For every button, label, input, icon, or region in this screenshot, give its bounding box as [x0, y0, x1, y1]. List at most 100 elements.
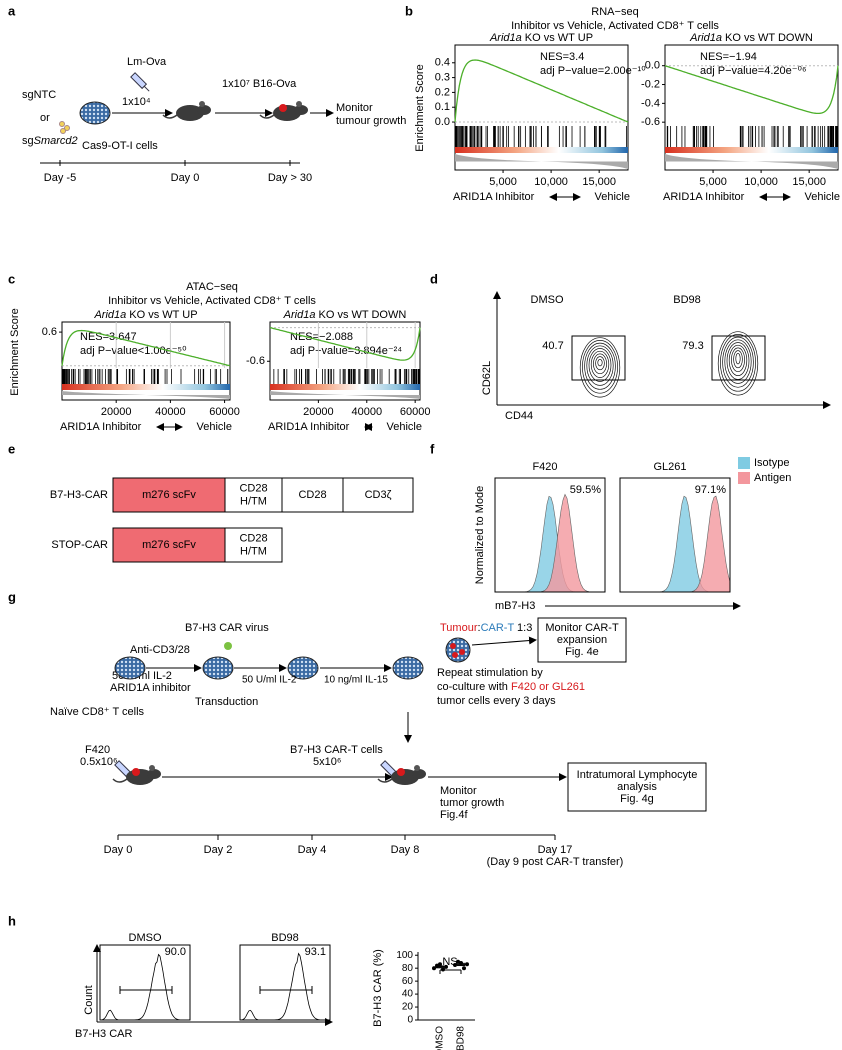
label: Day > 30	[268, 172, 312, 184]
sample-name: DMSO	[531, 294, 564, 306]
domain-label: H/TM	[240, 545, 267, 557]
sample-name: BD98	[673, 294, 701, 306]
annotation: adj P−value<1.00e⁻⁵⁰	[80, 345, 187, 357]
mouse-head	[197, 105, 211, 115]
x-tick-label: DMSO	[435, 1026, 446, 1050]
y-tick-label: 0	[407, 1015, 413, 1026]
sample-name: GL261	[653, 461, 686, 473]
rank-colorbar	[270, 384, 420, 390]
label: Fig. 4e	[565, 646, 599, 658]
ranked-metric	[270, 391, 420, 399]
axis-label: CD44	[505, 410, 533, 422]
plot-frame	[664, 44, 839, 171]
text-part: 1:3	[514, 622, 532, 634]
label: Anti-CD3/28	[130, 644, 190, 656]
percent-label: 59.5%	[570, 484, 601, 496]
label: (Day 9 post CAR-T transfer)	[487, 856, 624, 868]
x-axis-label: ARID1A Inhibitor	[60, 421, 142, 433]
annotation: NES=−2.088	[290, 331, 353, 343]
text-part: Arid1a	[689, 32, 722, 44]
y-tick-label: 80	[402, 963, 414, 974]
x-tick-label: 15,000	[582, 176, 616, 188]
culture-dish	[202, 656, 234, 680]
domain	[342, 477, 414, 513]
label: tumour growth	[336, 115, 406, 127]
x-axis-label: ARID1A Inhibitor	[268, 421, 350, 433]
x-axis-label: Vehicle	[805, 191, 840, 203]
axis-label: Normalized to Mode	[474, 486, 486, 584]
domain-label: m276 scFv	[142, 539, 196, 551]
contour	[728, 344, 748, 376]
arrow	[471, 636, 537, 646]
enrichment-curve	[269, 326, 421, 361]
label: Day 0	[171, 172, 200, 184]
label: tumor cells every 3 days	[437, 695, 556, 707]
mouse-tail	[112, 778, 128, 783]
label: Monitor	[440, 785, 477, 797]
label: tumor growth	[440, 797, 504, 809]
legend-swatch	[738, 472, 750, 484]
text-part: KO vs WT UP	[126, 309, 197, 321]
panel-label: h	[8, 913, 16, 928]
label: expansion	[557, 634, 607, 646]
syringe	[130, 72, 150, 92]
plot-frame	[619, 477, 731, 593]
mouse-tail	[377, 778, 393, 783]
contour	[590, 350, 610, 378]
label: Day -5	[44, 172, 76, 184]
panel-label: b	[405, 3, 413, 18]
contour	[724, 339, 752, 384]
annotation: NES=3.4	[540, 51, 584, 63]
tumour	[397, 768, 405, 776]
text-part: Smarcd2	[34, 135, 78, 147]
panel-title: ATAC−seq	[186, 281, 238, 293]
axis-label: CD62L	[481, 361, 493, 395]
annotation: NES=−1.94	[700, 51, 757, 63]
label: sgNTC	[22, 89, 56, 101]
y-tick-label: 0.6	[42, 326, 57, 338]
y-tick-label: -0.4	[641, 97, 660, 109]
domain-label: CD28	[239, 482, 267, 494]
coculture-dish	[445, 637, 471, 663]
label: Repeat stimulation by	[437, 667, 543, 679]
x-tick-label: 60000	[400, 406, 431, 418]
label: 10 ng/ml IL-15	[324, 675, 388, 686]
panel-label: a	[8, 3, 16, 18]
legend-swatch	[738, 457, 750, 469]
syringe-barrel	[130, 72, 148, 90]
x-tick-label: 40000	[155, 406, 186, 418]
construct-name: STOP-CAR	[51, 539, 108, 551]
text-part: KO vs WT UP	[522, 32, 593, 44]
label: analysis	[617, 781, 657, 793]
gate-percent: 40.7	[542, 340, 563, 352]
culture-dish	[114, 656, 146, 680]
label: Day 4	[298, 844, 327, 856]
axis-label: B7-H3 CAR (%)	[372, 949, 384, 1027]
histogram	[99, 953, 190, 1021]
box	[537, 617, 627, 663]
mouse-ear	[199, 101, 205, 107]
contour	[720, 334, 756, 392]
axis-label: Enrichment Score	[9, 308, 21, 395]
label: Monitor CAR-T	[545, 622, 619, 634]
label: 1x10⁷ B16-Ova	[222, 78, 297, 90]
x-axis-label: Vehicle	[387, 421, 422, 433]
plot-frame	[239, 944, 331, 1021]
label: 0.5x10⁶	[80, 756, 118, 768]
tumour-cell	[459, 649, 465, 655]
tumour-cell	[450, 643, 456, 649]
histogram	[239, 952, 330, 1021]
label: sgSmarcd2	[22, 135, 78, 147]
text-part: F420 or GL261	[511, 681, 585, 693]
contour	[735, 352, 741, 365]
contour	[717, 331, 759, 396]
contour	[733, 350, 743, 369]
text-part: CAR-T	[481, 622, 515, 634]
y-tick-label: -0.6	[641, 116, 660, 128]
label: Day 8	[391, 844, 420, 856]
x-tick-label: 15,000	[792, 176, 826, 188]
panel-subtitle: Inhibitor vs Vehicle, Activated CD8⁺ T c…	[108, 295, 316, 307]
sample-name: F420	[532, 461, 557, 473]
tumour-cell	[452, 652, 458, 658]
y-tick-label: -0.6	[246, 355, 265, 367]
